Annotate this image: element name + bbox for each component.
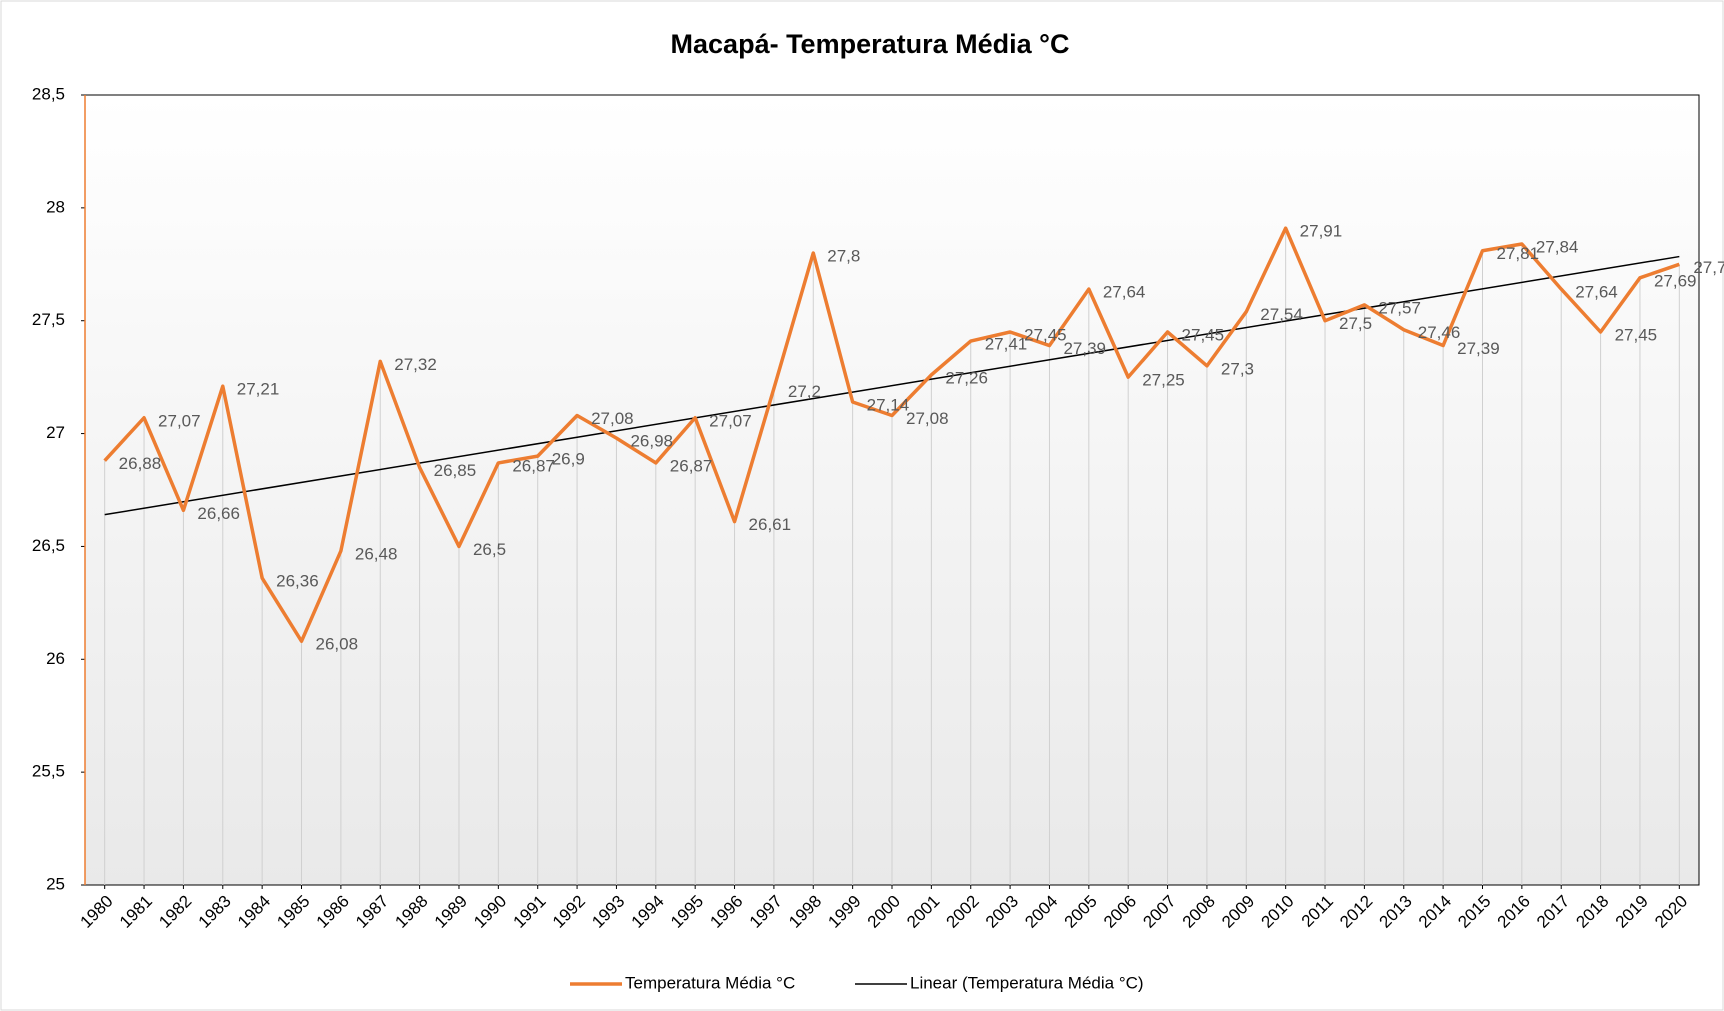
data-label: 27,8 <box>827 246 860 265</box>
data-label: 26,08 <box>316 635 359 654</box>
data-label: 27,39 <box>1457 339 1500 358</box>
data-label: 26,9 <box>552 450 585 469</box>
data-label: 26,87 <box>670 456 713 475</box>
data-label: 26,88 <box>119 454 162 473</box>
data-label: 26,85 <box>434 461 477 480</box>
data-label: 27,5 <box>1339 314 1372 333</box>
data-label: 27,64 <box>1103 283 1146 302</box>
y-tick-label: 27,5 <box>32 310 65 329</box>
data-label: 27,08 <box>591 409 634 428</box>
data-label: 27,54 <box>1260 305 1303 324</box>
data-label: 27,08 <box>906 409 949 428</box>
data-label: 27,14 <box>867 395 910 414</box>
data-label: 27,46 <box>1418 323 1461 342</box>
data-label: 27,84 <box>1536 237 1579 256</box>
data-label: 27,3 <box>1221 359 1254 378</box>
y-tick-label: 28,5 <box>32 84 65 103</box>
y-tick-label: 28 <box>46 197 65 216</box>
data-label: 27,45 <box>1182 325 1225 344</box>
data-label: 27,91 <box>1300 222 1343 241</box>
legend-label: Temperatura Média °C <box>625 973 795 992</box>
data-label: 27,64 <box>1575 283 1618 302</box>
y-tick-label: 27 <box>46 423 65 442</box>
trendline <box>104 255 1680 516</box>
data-label: 27,57 <box>1378 298 1421 317</box>
legend-label: Linear (Temperatura Média °C) <box>910 973 1144 992</box>
y-tick-label: 25 <box>46 874 65 893</box>
data-label: 27,45 <box>1024 325 1067 344</box>
data-label: 26,48 <box>355 544 398 563</box>
data-label: 27,81 <box>1496 244 1539 263</box>
data-label: 27,32 <box>394 355 437 374</box>
data-label: 27,25 <box>1142 371 1185 390</box>
data-label: 26,5 <box>473 540 506 559</box>
data-label: 27,07 <box>709 411 752 430</box>
data-label: 27,39 <box>1063 339 1106 358</box>
data-label: 27,45 <box>1615 325 1658 344</box>
data-label: 27,2 <box>788 382 821 401</box>
y-tick-label: 26 <box>46 649 65 668</box>
chart-title: Macapá- Temperatura Média °C <box>671 29 1070 59</box>
data-label: 27,07 <box>158 411 201 430</box>
series-line <box>103 226 1680 643</box>
data-label: 26,66 <box>197 504 240 523</box>
data-label: 27,75 <box>1693 258 1724 277</box>
data-label: 26,87 <box>512 456 555 475</box>
data-label: 27,69 <box>1654 271 1697 290</box>
data-label: 26,61 <box>749 515 792 534</box>
data-label: 27,26 <box>945 368 988 387</box>
data-label: 26,36 <box>276 572 319 591</box>
data-label: 26,98 <box>630 432 673 451</box>
y-tick-label: 25,5 <box>32 762 65 781</box>
y-tick-label: 26,5 <box>32 536 65 555</box>
data-label: 27,21 <box>237 380 280 399</box>
data-label: 27,41 <box>985 335 1028 354</box>
